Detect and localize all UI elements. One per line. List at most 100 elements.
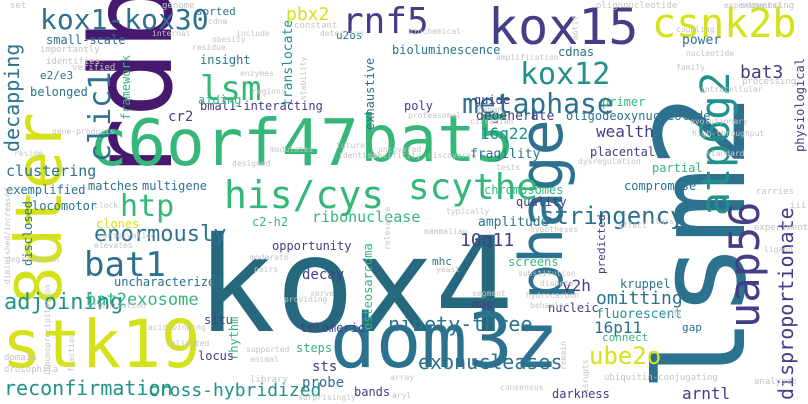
word-segment: segment <box>472 289 506 298</box>
word-exonucleases: exonucleases <box>418 350 563 374</box>
word-animal: animal <box>250 355 279 364</box>
word-locus: locus <box>198 349 235 363</box>
word-remain: remain <box>559 341 568 370</box>
word-specificity: specificity <box>368 151 421 160</box>
word-darkness: darkness <box>552 387 610 401</box>
word-degradation: degradation <box>6 255 59 264</box>
word-bat2exosome: bat2exosome <box>86 290 199 310</box>
word-bat3: bat3 <box>740 62 784 83</box>
word-arntl: arntl <box>682 384 731 403</box>
word-dom3z: dom3z <box>330 296 559 385</box>
word-bat1: bat1 <box>84 245 166 285</box>
word-partial: partial <box>652 161 703 175</box>
word-reside: reside <box>14 149 43 158</box>
word-his-cys: his/cys <box>224 173 385 217</box>
word-identifies: identifies <box>46 57 101 67</box>
word-predicted: predicted <box>595 214 608 274</box>
word-situ: situ <box>204 313 233 327</box>
word-yeast: yeast <box>436 265 461 274</box>
word-cross-hybridized: cross-hybridized <box>148 380 322 401</box>
word-acid-binding: acid-binding <box>148 323 206 332</box>
word-validated: validated <box>166 339 210 348</box>
word-disproportionate: disproportionate <box>774 207 798 400</box>
word-kox1-kox30: kox1-kox30 <box>40 3 209 36</box>
word-pairs: pairs <box>254 265 279 274</box>
word-domain: domain <box>4 353 37 363</box>
word-uncovered: uncovered <box>378 145 422 154</box>
word-degenerate: degenerate <box>476 109 555 124</box>
word-motif: motif <box>571 15 580 40</box>
word-fluorescent: fluorescent <box>596 307 683 322</box>
word-genome: genome <box>162 1 195 11</box>
word-stk19: stk19 <box>2 306 201 383</box>
word-scythe: scythe <box>408 167 539 208</box>
word-kox4: kox4 <box>196 209 514 363</box>
word-belonged: belonged <box>30 85 88 99</box>
word-bands: bands <box>354 385 391 399</box>
word-typically: typically <box>446 207 490 216</box>
word-human: human <box>478 105 503 114</box>
word-oligonucleotide: oligonucleotide <box>596 1 678 11</box>
word-dysregulation: dysregulation <box>578 157 641 166</box>
word-csnk2b: csnk2b <box>652 1 797 47</box>
word-fragility: fragility <box>470 147 541 162</box>
word-evolutionary: evolutionary <box>690 117 748 126</box>
word-standard: standard <box>706 149 745 158</box>
word-immunoprecipitation: immunoprecipitation <box>43 284 52 376</box>
word-experiment: experiment <box>754 223 808 233</box>
word-pbx2: pbx2 <box>286 4 330 25</box>
word-sts: sts <box>312 359 338 375</box>
word-opportunity: opportunity <box>272 239 352 253</box>
word-decapping: decapping <box>0 43 24 152</box>
word-fraction: fraction <box>67 333 76 372</box>
word-amplification: amplification <box>496 53 559 62</box>
word-disrupts: disrupts <box>581 359 590 398</box>
word-discovered: discovered <box>428 151 477 160</box>
word-cr2: cr2 <box>168 109 194 125</box>
word-c2-h2: c2-h2 <box>252 215 289 229</box>
word-chromosomes: chromosomes <box>484 183 564 197</box>
word-class: class <box>650 217 675 226</box>
word-uap56: uap56 <box>720 201 769 328</box>
word-enormously: enormously <box>94 222 227 247</box>
word-guide: guide <box>474 93 511 107</box>
word-compromise: compromise <box>624 179 697 193</box>
word-cdnas: cdnas <box>558 45 595 59</box>
word-relevance: relevance <box>383 206 392 250</box>
word-bmal1-interacting: bmal1-interacting <box>200 99 323 113</box>
word-ribonuclease: ribonuclease <box>312 208 421 226</box>
word-u2os: u2os <box>336 29 363 42</box>
word-rnf5: rnf5 <box>342 1 429 42</box>
word-reconfirmation: reconfirmation <box>4 376 173 400</box>
word-behavior: behavior <box>530 301 569 310</box>
word-proteasomal: proteasomal <box>408 111 461 120</box>
word-hydrocarbon: hydrocarbon <box>526 291 579 300</box>
word-constant: constant <box>294 21 338 31</box>
word-clones: clones <box>96 217 140 231</box>
word-providing: providing <box>284 295 328 304</box>
word-amplitude: amplitude <box>478 215 549 230</box>
word-sequencing: sequencing <box>740 1 795 11</box>
word-organization: organization <box>88 301 146 310</box>
word-conservation: conservation <box>98 231 156 240</box>
word-e2-e3: e2/e3 <box>40 69 74 82</box>
word-cdna: cdna <box>208 17 228 26</box>
word-probe: probe <box>302 375 345 391</box>
word-osteosarcoma: osteosarcoma <box>361 243 375 330</box>
word-mammalian: mammalian <box>424 227 468 236</box>
word-obesity: obesity <box>212 35 246 44</box>
word-family: family <box>676 63 705 72</box>
word-stability: stability <box>299 56 308 100</box>
word-rhythm: rhythm <box>227 316 241 360</box>
word-diabetes: diabetes <box>540 279 579 288</box>
word-ubiquitin-conjugating: ubiquitin-conjugating <box>604 373 718 383</box>
word-nucleotide: nucleotide <box>686 49 735 58</box>
word-importantly: importantly <box>40 45 100 55</box>
word-processing: processing <box>742 77 797 87</box>
word-kruppel: kruppel <box>620 277 671 291</box>
word-nucleic: nucleic <box>548 301 599 315</box>
word-map: map <box>472 297 494 311</box>
word-high-throughput: high-throughput <box>692 129 765 138</box>
word-decay: decay <box>302 267 345 283</box>
word-mhc: mhc <box>432 255 452 268</box>
